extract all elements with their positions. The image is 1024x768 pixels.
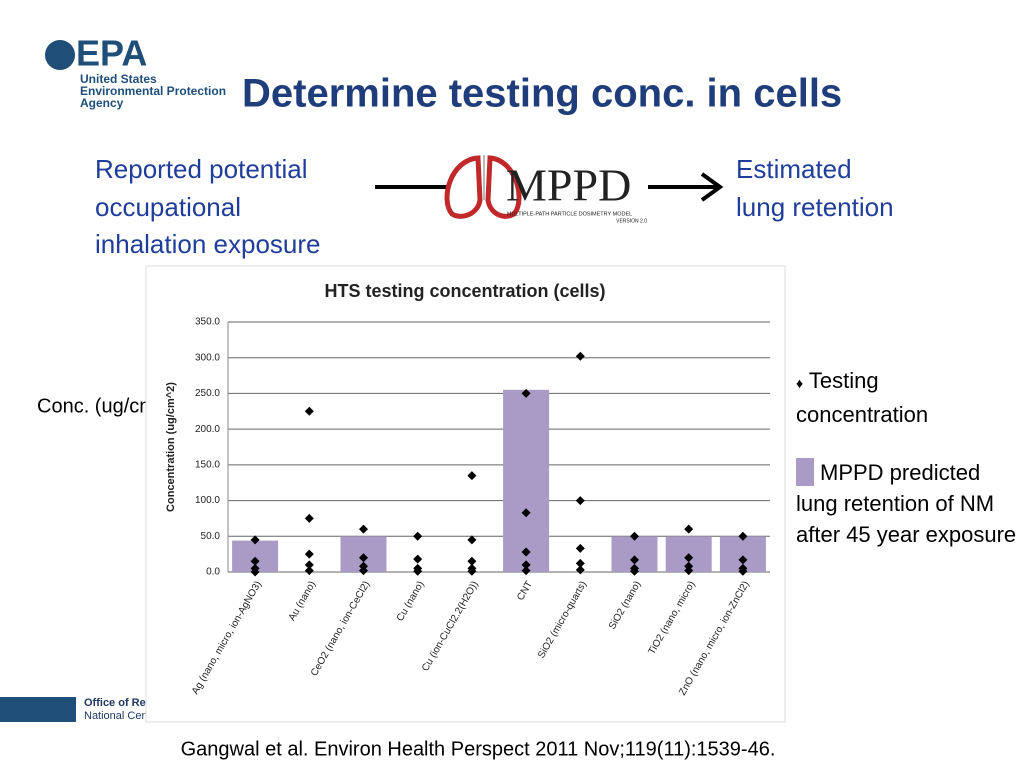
point bbox=[684, 524, 694, 534]
input-text: occupational bbox=[95, 192, 241, 222]
point bbox=[575, 565, 585, 575]
footer-bar bbox=[0, 697, 76, 722]
point bbox=[630, 531, 639, 541]
point bbox=[304, 406, 314, 416]
point bbox=[304, 560, 314, 570]
point bbox=[413, 566, 423, 576]
point bbox=[250, 567, 260, 577]
point bbox=[467, 556, 477, 566]
point bbox=[738, 566, 748, 576]
point bbox=[467, 471, 477, 481]
y-tick-label: 350.0 bbox=[195, 317, 220, 328]
point bbox=[304, 513, 314, 523]
legend-diamond: ♦ bbox=[796, 375, 804, 391]
y-axis-label: Concentration (ug/cm^2) bbox=[165, 382, 177, 512]
epa-line: Agency bbox=[80, 96, 124, 110]
y-tick-label: 150.0 bbox=[195, 459, 220, 470]
epa-emblem bbox=[45, 40, 75, 70]
point bbox=[359, 566, 368, 576]
point bbox=[684, 566, 694, 576]
point bbox=[521, 508, 531, 518]
point bbox=[630, 566, 639, 576]
point bbox=[250, 535, 260, 545]
point bbox=[304, 549, 314, 559]
input-text: inhalation exposure bbox=[95, 229, 321, 259]
point bbox=[738, 531, 748, 541]
mppd-name: MPPD bbox=[506, 160, 631, 211]
point bbox=[521, 566, 531, 576]
legend-label: MPPD predicted lung retention of NM afte… bbox=[796, 460, 1017, 547]
lung-icon bbox=[444, 155, 522, 219]
point bbox=[630, 555, 639, 565]
point bbox=[575, 496, 585, 506]
axis-note: Conc. (ug/cm²) bbox=[37, 395, 169, 417]
point bbox=[467, 535, 477, 545]
y-tick-label: 0.0 bbox=[206, 567, 220, 578]
citation: Gangwal et al. Environ Health Perspect 2… bbox=[181, 738, 776, 760]
point bbox=[575, 351, 585, 361]
point bbox=[250, 556, 260, 566]
legend-label: Testing concentration bbox=[796, 368, 929, 427]
point bbox=[413, 531, 423, 541]
y-tick-label: 200.0 bbox=[195, 424, 220, 435]
epa-line: United States bbox=[80, 72, 157, 86]
point bbox=[738, 555, 748, 565]
bar bbox=[503, 389, 550, 572]
epa-mark: EPA bbox=[76, 33, 147, 74]
point bbox=[304, 566, 314, 576]
output-text: Estimated bbox=[736, 154, 852, 184]
point bbox=[684, 553, 694, 563]
point bbox=[521, 388, 531, 398]
legend-entry: ♦ Testing concentration bbox=[796, 365, 966, 430]
chart-frame bbox=[145, 265, 786, 723]
y-tick-label: 250.0 bbox=[195, 388, 220, 399]
point bbox=[359, 524, 368, 534]
y-tick-label: 50.0 bbox=[201, 531, 221, 542]
legend-swatch bbox=[796, 458, 814, 486]
point bbox=[359, 553, 368, 563]
input-text: Reported potential bbox=[95, 154, 307, 184]
arrow-head bbox=[700, 172, 724, 202]
output-text: lung retention bbox=[736, 192, 894, 222]
point bbox=[575, 543, 585, 553]
legend-entry: MPPD predicted lung retention of NM afte… bbox=[796, 457, 1018, 550]
mppd-subtitle: MULTIPLE-PATH PARTICLE DOSIMETRY MODEL bbox=[507, 211, 632, 217]
point bbox=[521, 547, 531, 557]
point bbox=[575, 558, 585, 568]
point bbox=[521, 560, 531, 570]
y-tick-label: 300.0 bbox=[195, 352, 220, 363]
epa-line: Environmental Protection bbox=[80, 84, 226, 98]
point bbox=[413, 554, 423, 564]
chart-title: HTS testing concentration (cells) bbox=[324, 281, 605, 301]
point bbox=[467, 566, 477, 576]
y-tick-label: 100.0 bbox=[195, 495, 220, 506]
slide-title: Determine testing conc. in cells bbox=[242, 72, 842, 116]
mppd-version: VERSION 2.0 bbox=[616, 218, 647, 224]
